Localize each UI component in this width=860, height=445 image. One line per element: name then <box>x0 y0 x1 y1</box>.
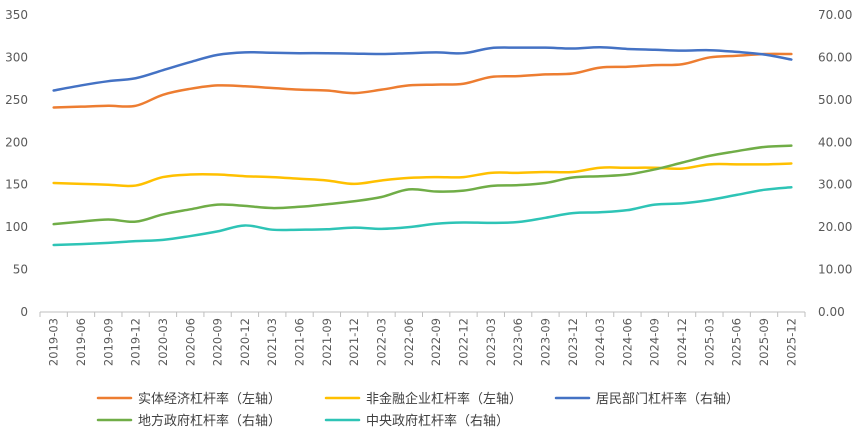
legend-label: 居民部门杠杆率（右轴） <box>596 391 739 407</box>
left-axis-tick-label: 100 <box>5 220 28 234</box>
series-line <box>52 144 793 226</box>
x-tick-label: 2022-06 <box>402 318 416 366</box>
legend: 实体经济杠杆率（左轴） 非金融企业杠杆率（左轴） 居民部门杠杆率（右轴） 地方政府杠杆… <box>96 391 739 429</box>
legend-label: 中央政府杠杆率（右轴） <box>366 413 509 429</box>
x-tick-label: 2019-03 <box>47 318 61 366</box>
series-line <box>52 45 793 92</box>
left-axis-tick-label: 250 <box>5 93 28 107</box>
legend-label: 非金融企业杠杆率（左轴） <box>366 391 522 407</box>
x-tick-label: 2020-09 <box>211 318 225 366</box>
x-tick-label: 2025-12 <box>784 318 798 366</box>
x-tick-label: 2020-03 <box>156 318 170 366</box>
x-tick-label: 2021-03 <box>265 318 279 366</box>
right-axis-tick-label: 30.00 <box>818 178 852 192</box>
left-axis-tick-label: 350 <box>5 8 28 22</box>
left-axis-tick-label: 50 <box>13 263 28 277</box>
x-tick-label: 2019-12 <box>129 318 143 366</box>
x-tick-label: 2022-03 <box>375 318 389 366</box>
right-axis-tick-label: 70.00 <box>818 8 852 22</box>
x-tick-label: 2025-06 <box>730 318 744 366</box>
x-tick-label: 2024-03 <box>593 318 607 366</box>
left-axis-tick-label: 300 <box>5 50 28 64</box>
axes: 0 50 100 150 200 250 300 350 0.00 10.00 20.00 30.00… <box>5 8 852 366</box>
legend-label: 实体经济杠杆率（左轴） <box>138 391 281 407</box>
x-tick-label: 2021-12 <box>347 318 361 366</box>
x-tick-label: 2021-06 <box>293 318 307 366</box>
x-tick-label: 2020-12 <box>238 318 252 366</box>
x-tick-label: 2024-06 <box>620 318 634 366</box>
x-tick-label: 2025-03 <box>702 318 716 366</box>
x-tick-label: 2022-09 <box>429 318 443 366</box>
right-axis-tick-label: 60.00 <box>818 50 852 64</box>
right-axis-tick-label: 20.00 <box>818 220 852 234</box>
x-tick-label: 2023-09 <box>538 318 552 366</box>
series-line <box>52 162 793 188</box>
left-axis-tick-label: 0 <box>20 305 28 319</box>
series-line <box>52 186 793 247</box>
x-tick-label: 2023-03 <box>484 318 498 366</box>
right-axis-tick-label: 50.00 <box>818 93 852 107</box>
x-tick-label: 2024-12 <box>675 318 689 366</box>
x-tick-label: 2022-12 <box>456 318 470 366</box>
right-axis-tick-label: 10.00 <box>818 263 852 277</box>
x-tick-label: 2019-09 <box>101 318 115 366</box>
series-line <box>52 52 793 109</box>
left-axis-tick-label: 150 <box>5 178 28 192</box>
x-tick-label: 2019-06 <box>74 318 88 366</box>
x-tick-label: 2021-09 <box>320 318 334 366</box>
series-lines <box>52 45 793 247</box>
x-tick-label: 2020-06 <box>183 318 197 366</box>
right-axis-tick-label: 0.00 <box>818 305 845 319</box>
x-tick-label: 2025-09 <box>757 318 771 366</box>
left-axis-tick-label: 200 <box>5 135 28 149</box>
x-tick-label: 2024-09 <box>648 318 662 366</box>
x-tick-label: 2023-12 <box>566 318 580 366</box>
legend-label: 地方政府杠杆率（右轴） <box>138 413 281 429</box>
x-tick-label: 2023-06 <box>511 318 525 366</box>
right-axis-tick-label: 40.00 <box>818 135 852 149</box>
